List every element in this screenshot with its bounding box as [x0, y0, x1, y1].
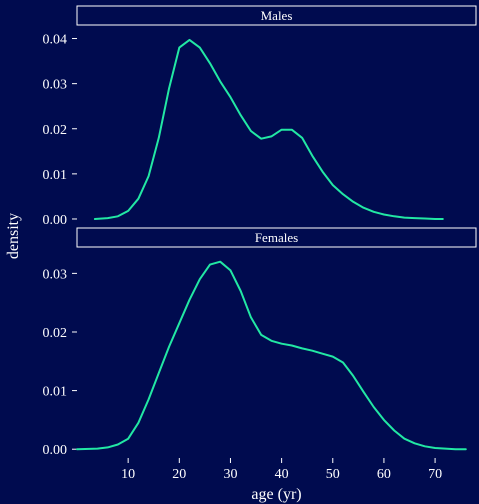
y-tick-label-males-4: 0.04: [43, 33, 68, 48]
y-tick-label-males-2: 0.02: [43, 123, 68, 138]
x-tick-label-1: 20: [172, 467, 186, 482]
y-tick-label-females-3: 0.03: [43, 267, 68, 282]
x-tick-label-6: 70: [428, 467, 442, 482]
density-line-males: [93, 38, 444, 220]
x-tick-label-3: 40: [275, 467, 289, 482]
panel-males: Males 0.00 0.01 0.02 0.03 0.04: [43, 5, 477, 228]
y-tick-label-males-3: 0.03: [43, 78, 68, 93]
x-tick-label-4: 50: [326, 467, 340, 482]
y-tick-label-males-0: 0.00: [43, 213, 68, 228]
plot-area-males: [93, 38, 444, 220]
x-axis-title: age (yr): [251, 486, 301, 503]
panel-females: Females 0.00 0.01 0.02 0.03: [43, 227, 477, 458]
x-tick-label-5: 60: [377, 467, 391, 482]
y-tick-label-females-1: 0.01: [43, 385, 68, 400]
y-tick-label-females-0: 0.00: [43, 443, 68, 458]
density-line-females: [76, 260, 467, 451]
y-axis-title: density: [5, 213, 22, 259]
strip-box-males: [76, 5, 477, 26]
y-axis-females: 0.00 0.01 0.02 0.03: [43, 267, 77, 458]
x-tick-label-2: 30: [223, 467, 237, 482]
plot-area-females: [76, 260, 467, 451]
strip-label-females: Females: [255, 230, 298, 245]
strip-label-males: Males: [261, 8, 293, 23]
strip-box-females: [76, 227, 477, 248]
x-axis: 10 20 30 40 50 60 70: [121, 458, 442, 482]
x-tick-label-0: 10: [121, 467, 135, 482]
y-axis-males: 0.00 0.01 0.02 0.03 0.04: [43, 33, 77, 228]
y-tick-label-males-1: 0.01: [43, 168, 68, 183]
y-tick-label-females-2: 0.02: [43, 326, 68, 341]
